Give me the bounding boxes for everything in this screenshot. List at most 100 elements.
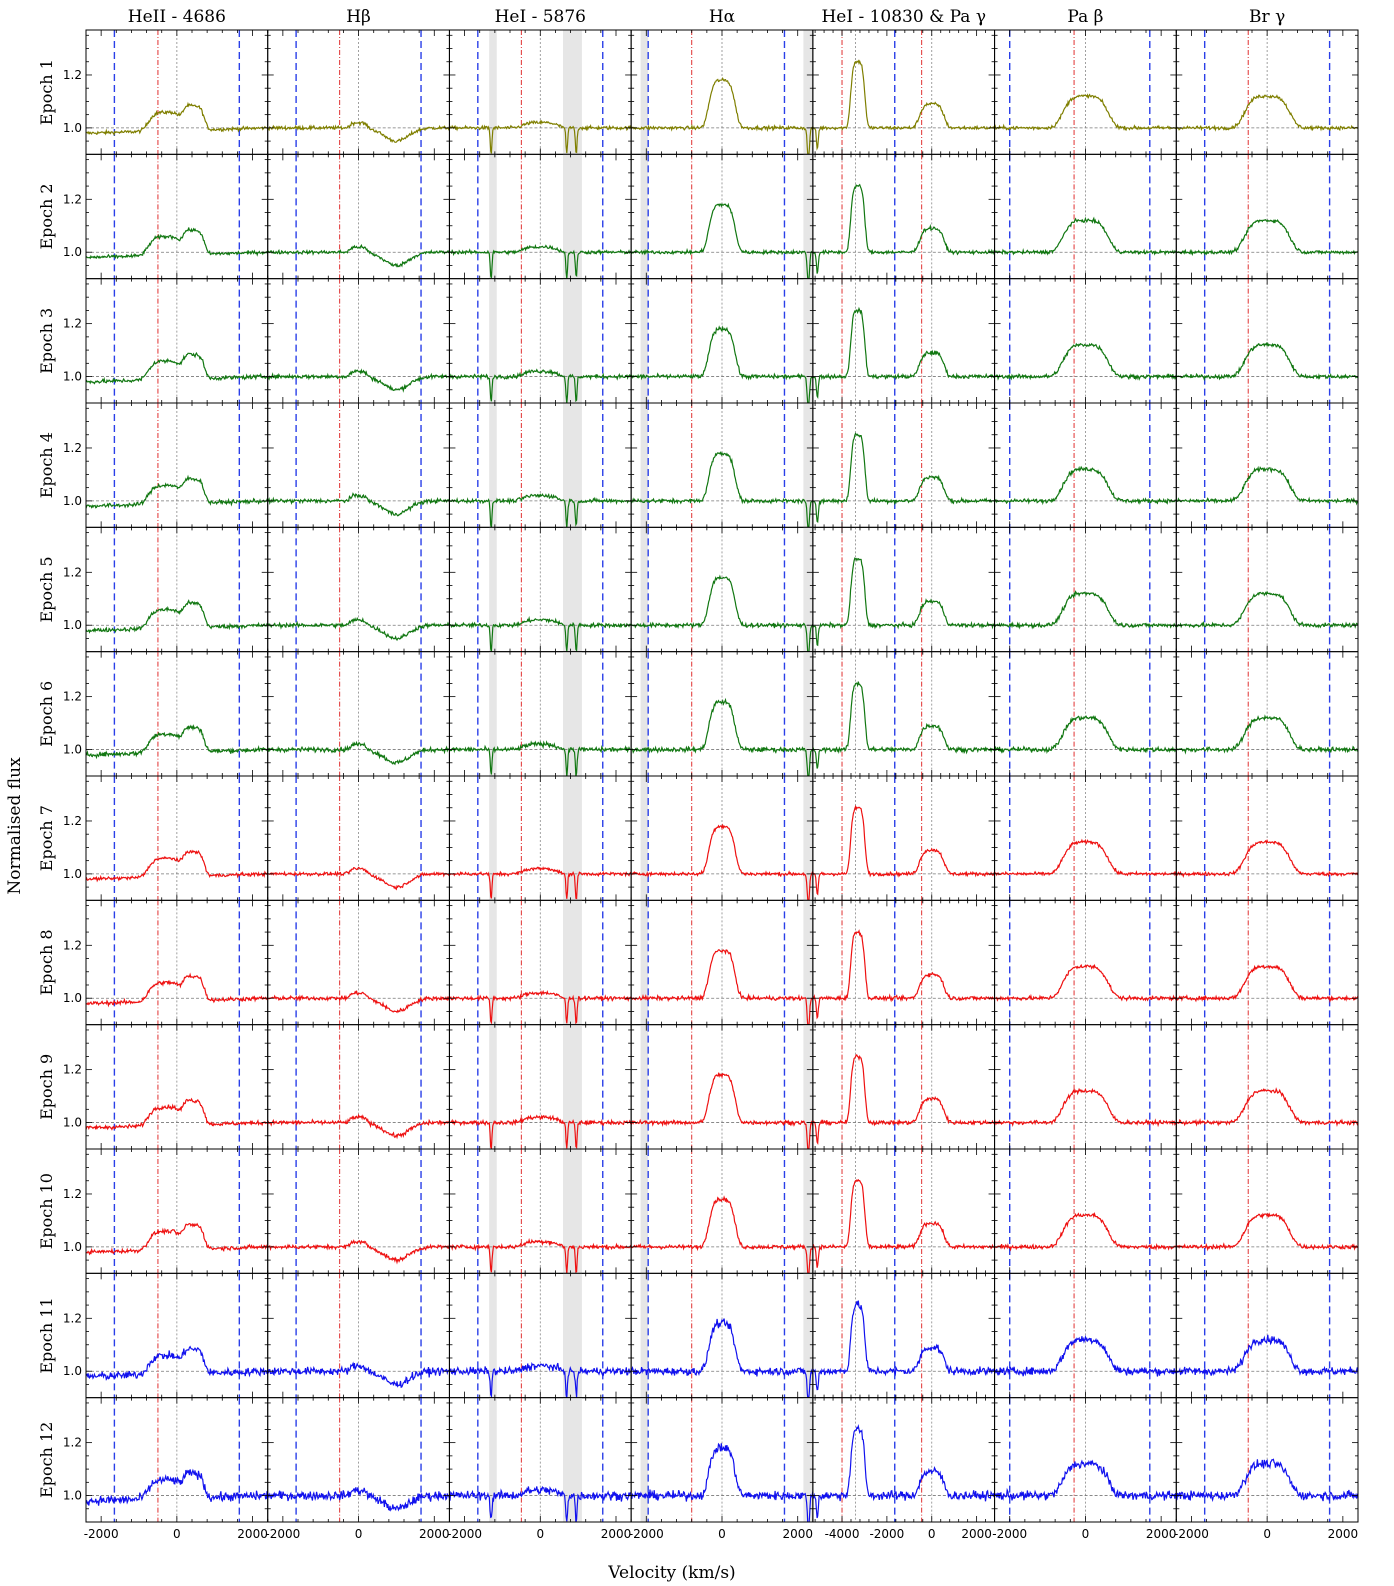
- panel-epoch-2-col-0: [85, 153, 269, 280]
- telluric-band: [803, 278, 813, 403]
- panel-epoch-3-col-0: [85, 278, 269, 404]
- x-tick-label: -2000: [84, 1527, 119, 1541]
- spectrum-line: [267, 1361, 450, 1389]
- panel-epoch-7-col-1: [267, 775, 450, 901]
- x-tick-label: -4000: [825, 1527, 860, 1541]
- panel-epoch-2-col-3: [630, 153, 814, 280]
- panel-epoch-5-col-6: [1175, 526, 1359, 653]
- telluric-band: [489, 278, 497, 403]
- x-tick-label: 0: [928, 1527, 936, 1541]
- spectrum-line: [86, 723, 268, 760]
- spectrum-line: [994, 465, 1177, 506]
- telluric-band: [563, 776, 582, 901]
- spectrum-line: [994, 1334, 1177, 1377]
- spectrum-line: [631, 202, 813, 279]
- row-label-epoch-6: Epoch 6: [37, 681, 56, 747]
- panel-epoch-7-col-5: [994, 775, 1177, 901]
- x-tick-label: -2000: [447, 1527, 482, 1541]
- column-title-0: HeII - 4686: [128, 7, 226, 27]
- panel-epoch-2-col-5: [994, 153, 1177, 280]
- spectrum-line: [812, 432, 995, 523]
- telluric-band: [640, 1149, 649, 1274]
- spectrum-line: [631, 823, 813, 901]
- panel-epoch-1-col-3: [630, 29, 814, 155]
- row-label-epoch-5: Epoch 5: [37, 556, 56, 622]
- panel-epoch-3-col-3: [630, 278, 814, 404]
- spectrum-line: [812, 59, 995, 151]
- telluric-band: [803, 651, 813, 776]
- row-label-epoch-11: Epoch 11: [37, 1297, 56, 1373]
- panel-epoch-5-col-4: [812, 526, 996, 653]
- panel-epoch-10-col-0: [85, 1148, 269, 1274]
- spectrum-line: [812, 1300, 995, 1391]
- panel-epoch-9-col-6: [1175, 1024, 1359, 1150]
- x-tick-label: 0: [173, 1527, 181, 1541]
- panel-epoch-5-col-0: [85, 526, 269, 653]
- spectrum-line: [1176, 1087, 1359, 1127]
- telluric-band: [803, 776, 813, 901]
- panel-epoch-10-col-3: [630, 1148, 814, 1274]
- panel-epoch-8-col-2: [448, 899, 632, 1026]
- telluric-band: [640, 527, 649, 652]
- y-tick-label: 1.0: [63, 494, 82, 508]
- telluric-band: [489, 527, 497, 652]
- spectrum-line: [267, 1487, 450, 1512]
- panel-epoch-10-col-5: [994, 1148, 1177, 1274]
- spectrum-line: [449, 1237, 632, 1274]
- y-tick-label: 1.0: [63, 1240, 82, 1254]
- spectrum-line: [267, 243, 450, 268]
- x-tick-label: -2000: [869, 1527, 904, 1541]
- panel-epoch-3-col-4: [812, 278, 996, 404]
- spectrum-line: [812, 804, 995, 896]
- spectrum-line: [86, 474, 268, 509]
- spectrum-line: [1176, 1334, 1359, 1377]
- panel-epoch-7-col-0: [85, 775, 269, 901]
- spectrum-line: [994, 590, 1177, 630]
- spectrum-line: [994, 1211, 1177, 1252]
- row-label-epoch-10: Epoch 10: [37, 1173, 56, 1249]
- row-label-epoch-12: Epoch 12: [37, 1422, 56, 1498]
- y-tick-label: 1.0: [63, 1364, 82, 1378]
- y-tick-label: 1.0: [63, 743, 82, 757]
- telluric-band: [803, 900, 813, 1025]
- spectrum-line: [994, 838, 1177, 877]
- telluric-band: [640, 651, 649, 776]
- x-tick-label: 2000: [419, 1527, 450, 1541]
- panel-epoch-11-col-6: [1175, 1272, 1359, 1399]
- y-tick-label: 1.2: [63, 192, 82, 206]
- spectrum-line: [86, 972, 268, 1008]
- panel-epoch-9-col-3: [630, 1024, 814, 1150]
- x-tick-label: 2000: [782, 1527, 813, 1541]
- y-tick-label: 1.2: [63, 1187, 82, 1201]
- spectrum-line: [994, 715, 1177, 754]
- panel-epoch-12-col-3: [630, 1397, 814, 1523]
- panel-epoch-8-col-0: [85, 899, 269, 1026]
- telluric-band: [640, 1024, 649, 1149]
- panel-epoch-12-col-6: [1175, 1397, 1359, 1523]
- y-tick-label: 1.2: [63, 68, 82, 82]
- panel-epoch-12-col-0: [85, 1397, 269, 1523]
- panel-epoch-1-col-6: [1175, 29, 1359, 155]
- telluric-band: [563, 1149, 582, 1274]
- spectrum-line: [812, 306, 995, 399]
- telluric-band: [640, 900, 649, 1025]
- panel-epoch-11-col-5: [994, 1272, 1177, 1399]
- panel-epoch-9-col-0: [85, 1024, 269, 1150]
- telluric-band: [489, 1024, 497, 1149]
- y-tick-label: 1.2: [63, 1063, 82, 1077]
- panel-epoch-12-col-1: [267, 1397, 450, 1523]
- spectrum-line: [631, 1071, 813, 1149]
- panel-epoch-7-col-6: [1175, 775, 1359, 901]
- spectrum-line: [86, 1468, 268, 1506]
- spectrum-line: [267, 866, 450, 891]
- telluric-band: [640, 1397, 649, 1522]
- spectrum-line: [1176, 964, 1359, 1004]
- spectrum-line: [449, 368, 632, 403]
- panel-epoch-2-col-2: [448, 153, 632, 280]
- telluric-band: [563, 154, 582, 279]
- column-title-5: Pa β: [1067, 7, 1103, 27]
- row-label-epoch-8: Epoch 8: [37, 929, 56, 995]
- spectrum-line: [631, 76, 813, 155]
- row-label-epoch-7: Epoch 7: [37, 805, 56, 871]
- row-label-epoch-9: Epoch 9: [37, 1054, 56, 1120]
